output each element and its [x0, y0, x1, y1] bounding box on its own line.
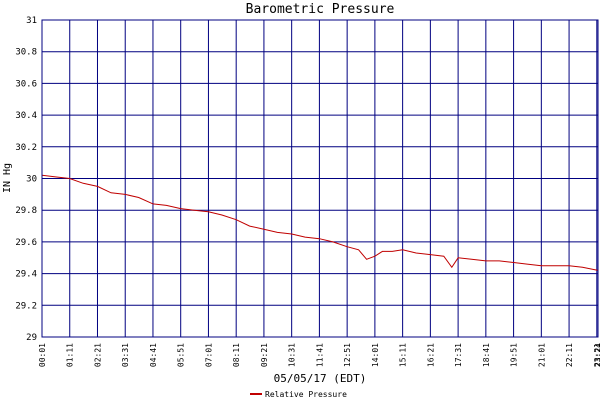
y-tick-labels: 29 29.2 29.4 29.6 29.8 30 30.2 30.4 30.6 30.8 31	[15, 16, 37, 343]
x-tick-label: 17:31	[454, 343, 463, 367]
x-tick-label: 03:31	[121, 343, 130, 367]
x-tick-label: 11:41	[315, 343, 324, 367]
x-tick-label: 12:51	[343, 343, 352, 367]
x-tick-label: 00:01	[38, 343, 47, 367]
y-tick-label: 29.4	[15, 270, 37, 280]
y-axis-label: IN Hg	[2, 163, 13, 193]
x-tick-label: 16:21	[426, 343, 435, 367]
x-tick-label: 07:01	[204, 343, 213, 367]
y-tick-label: 29.6	[15, 238, 37, 248]
grid	[41, 19, 599, 338]
legend: Relative Pressure	[250, 390, 347, 399]
y-tick-label: 29.2	[15, 301, 37, 311]
chart-title: Barometric Pressure	[246, 2, 395, 17]
y-tick-label: 30.8	[15, 48, 37, 58]
x-tick-label: 02:21	[93, 343, 102, 367]
x-tick-label: 23:24	[594, 343, 600, 367]
y-tick-label: 29.8	[15, 206, 37, 216]
x-tick-label: 21:01	[537, 343, 546, 367]
y-tick-label: 30.2	[15, 143, 37, 153]
x-tick-label: 18:41	[482, 343, 491, 367]
legend-label: Relative Pressure	[265, 390, 347, 399]
x-tick-label: 23:21	[593, 343, 600, 367]
x-tick-label: 19:51	[510, 343, 519, 367]
y-tick-label: 30.4	[15, 111, 37, 121]
y-tick-label: 30.6	[15, 79, 37, 89]
series-line-relative-pressure	[41, 174, 599, 271]
x-tick-label: 04:41	[149, 343, 158, 367]
x-tick-label: 09:21	[260, 343, 269, 367]
x-tick-label: 10:31	[288, 343, 297, 367]
y-tick-label: 31	[26, 16, 37, 26]
x-tick-label: 14:01	[371, 343, 380, 367]
x-tick-label: 01:11	[66, 343, 75, 367]
x-tick-labels: 00:01 01:11 02:21 03:31 04:41 05:51 07:01 08:11…	[38, 343, 600, 367]
x-tick-label: 08:11	[232, 343, 241, 367]
x-tick-label: 15:11	[399, 343, 408, 367]
y-tick-label: 30	[26, 175, 37, 185]
y-tick-label: 29	[26, 333, 37, 343]
x-tick-label: 22:11	[565, 343, 574, 367]
plot-frame	[41, 19, 599, 338]
x-axis-label: 05/05/17 (EDT)	[274, 372, 367, 385]
x-tick-label: 05:51	[177, 343, 186, 367]
